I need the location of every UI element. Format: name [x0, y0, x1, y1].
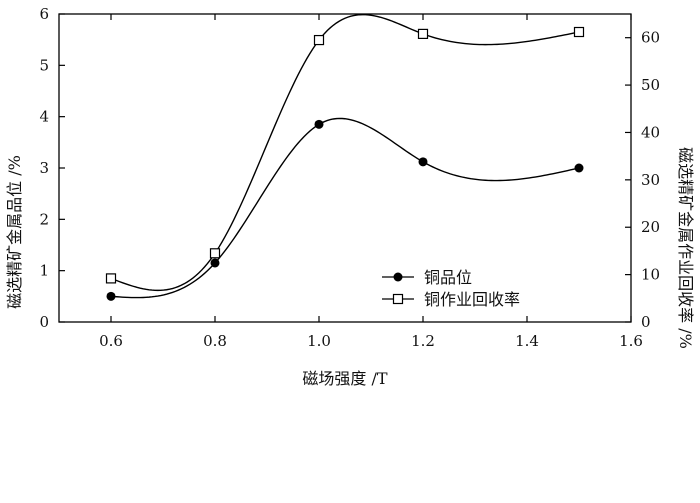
y-left-tick-label: 5: [39, 56, 49, 74]
grade-point: [418, 157, 428, 167]
x-tick-label: 0.6: [99, 332, 123, 350]
y-right-tick-label: 50: [641, 76, 660, 94]
grade-point: [314, 119, 324, 129]
x-axis-label: 磁场强度 /T: [302, 369, 387, 388]
markers: [105, 26, 585, 301]
y-right-tick-label: 0: [641, 313, 651, 331]
y-axis-right-label: 磁选精矿金属作业回收率 /%: [676, 147, 695, 349]
legend-label-grade: 铜品位: [424, 268, 472, 287]
y-right-tick-label: 10: [641, 266, 660, 284]
recovery-point: [573, 26, 585, 38]
y-left-tick-label: 6: [39, 5, 49, 23]
recovery-point: [105, 273, 117, 284]
y-right-tick-label: 60: [641, 29, 660, 47]
x-tick-label: 1.4: [515, 332, 539, 350]
series-line-1: [110, 13, 580, 292]
legend-marker-recovery: [392, 293, 404, 305]
x-tick-label: 0.8: [203, 332, 227, 350]
y-right-tick-label: 30: [641, 171, 660, 189]
legend-label-recovery: 铜作业回收率: [424, 290, 520, 309]
y-right-tick-label: 20: [641, 218, 660, 236]
y-left-tick-label: 0: [39, 313, 49, 331]
legend: 铜品位 铜作业回收率: [382, 268, 520, 309]
series-line-0: [110, 117, 580, 299]
grade-point: [574, 163, 584, 173]
grade-point: [106, 291, 116, 301]
y-left-tick-label: 3: [39, 159, 49, 177]
recovery-point: [313, 34, 325, 46]
x-tick-label: 1.0: [307, 332, 331, 350]
legend-marker-grade: [393, 272, 403, 282]
y-left-tick-label: 2: [39, 210, 49, 228]
y-left-tick-label: 4: [39, 108, 49, 126]
y-right-tick-label: 40: [641, 123, 660, 141]
plot-frame: [58, 13, 632, 323]
grade-point: [210, 258, 220, 268]
curves: [110, 13, 580, 299]
y-left-tick-label: 1: [39, 262, 49, 280]
recovery-point: [209, 248, 221, 259]
x-tick-label: 1.2: [411, 332, 435, 350]
recovery-point: [417, 28, 429, 40]
y-axis-left-label: 磁选精矿金属品位 /%: [5, 155, 24, 309]
x-tick-label: 1.6: [619, 332, 643, 350]
